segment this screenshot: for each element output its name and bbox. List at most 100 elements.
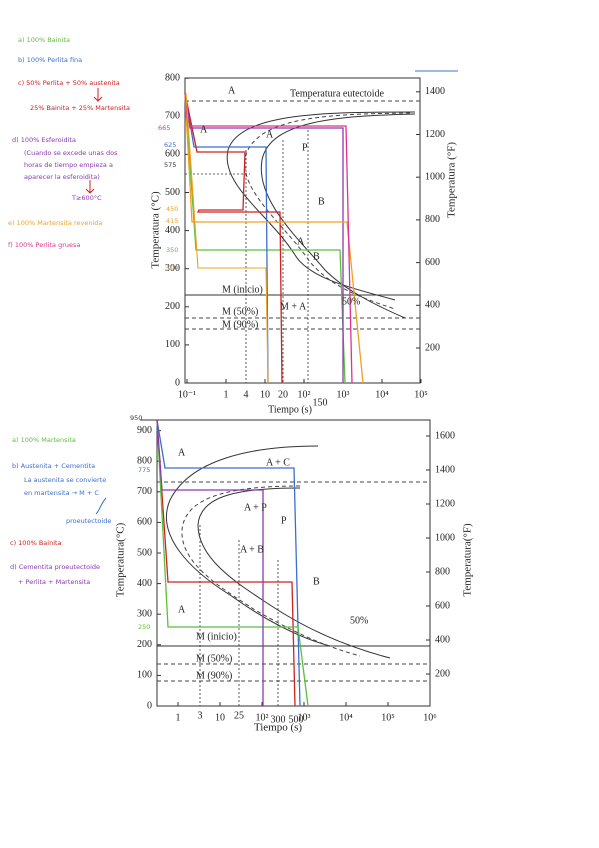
note: (Cuando se excede unas dos	[24, 149, 118, 157]
x-tick-label: 10⁶	[423, 712, 437, 723]
x-tick-label: 10⁴	[375, 389, 389, 400]
label: P	[302, 142, 308, 153]
label: A	[297, 236, 305, 247]
f-tick-label: 1000	[425, 171, 445, 182]
y-tick-label: 800	[137, 455, 152, 466]
temp-mark: 950	[130, 414, 142, 422]
x-tick-label: 10	[260, 389, 270, 400]
y-tick-label: 200	[165, 301, 180, 312]
label: 50%	[342, 296, 360, 307]
label: B	[318, 196, 325, 207]
note: proeutectoide	[66, 517, 111, 525]
x-tick-label: 10⁵	[414, 389, 428, 400]
time-mark: 20	[278, 389, 288, 400]
y-tick-label: 600	[165, 149, 180, 160]
temp-mark: 450	[166, 205, 178, 213]
x-tick-label: 10²	[298, 389, 311, 400]
note: c) 50% Perlita + 50% austenita	[18, 79, 120, 87]
label: B	[313, 576, 320, 587]
note: horas de tiempo empieza a	[24, 161, 113, 169]
time-mark: 25	[234, 710, 244, 721]
f-tick-label: 1400	[425, 86, 445, 97]
note: b) Austenita + Cementita	[12, 462, 95, 470]
x-tick-label: 1	[176, 712, 181, 723]
label: M (90%)	[222, 319, 258, 330]
x-tick-label: 10⁴	[339, 712, 353, 723]
time-mark: 3	[198, 710, 203, 721]
path-e	[184, 92, 364, 384]
temp-mark: 665	[158, 124, 170, 132]
plot-frame	[184, 77, 421, 384]
label: M (90%)	[196, 670, 232, 681]
y-tick-label: 500	[137, 547, 152, 558]
y-axis-label: Temperatura (°C)	[150, 191, 162, 269]
end-curve	[197, 487, 391, 659]
f-tick-label: 1400	[435, 464, 455, 475]
f-tick-label: 800	[435, 566, 450, 577]
x-tick-label: 10⁵	[381, 712, 395, 723]
note: a) 100% Martensita	[12, 436, 76, 444]
note: aparecer la esferoidita)	[24, 173, 100, 181]
diagram-2: 0 100 200 300 400 500 600 700 800 900 200 400 600 800…	[115, 414, 474, 734]
arrow	[85, 88, 103, 194]
y-tick-label: 700	[137, 486, 152, 497]
temp-mark: 625	[164, 141, 176, 149]
start-curve	[165, 445, 331, 647]
y-tick-label: 100	[165, 339, 180, 350]
notes-bottom: a) 100% Martensita b) Austenita + Cement…	[10, 436, 111, 586]
y-axis-label: Temperatura(°C)	[115, 522, 127, 597]
label: P	[281, 515, 287, 526]
note: en martensita → M + C	[24, 489, 99, 497]
path-d	[184, 92, 344, 383]
note: b) 100% Perlita fina	[18, 56, 82, 64]
f-tick-label: 600	[435, 600, 450, 611]
x-tick-label: 10²	[256, 712, 269, 723]
f-tick-label: 400	[425, 300, 440, 311]
label: M (50%)	[222, 306, 258, 317]
y-tick-label: 700	[165, 111, 180, 122]
label: M + A	[280, 301, 307, 312]
y-tick-label: 400	[137, 578, 152, 589]
time-mark: 4	[244, 389, 249, 400]
y-tick-label: 400	[165, 225, 180, 236]
x-tick-label: 10³	[337, 389, 350, 400]
label: 50%	[350, 615, 368, 626]
path-c	[184, 92, 283, 384]
x-tick-label: 1	[224, 389, 229, 400]
note: f) 100% Perlita gruesa	[8, 241, 80, 249]
label: A	[200, 124, 208, 135]
y-tick-label: 0	[147, 700, 152, 711]
diagram-1: 0 100 200 300 400 500 600 700 800 200 400 600 800 100…	[150, 70, 458, 415]
label: A	[228, 85, 236, 96]
path-a	[184, 92, 346, 384]
temp-mark: 575	[164, 161, 176, 169]
temp-mark: 300	[166, 264, 178, 272]
y-tick-label: 200	[137, 639, 152, 650]
y-tick-label: 100	[137, 670, 152, 681]
temp-mark: 415	[166, 217, 178, 225]
note: c) 100% Bainita	[10, 539, 62, 547]
x-tick-label: 10³	[298, 712, 311, 723]
note: La austenita se convierte	[24, 476, 106, 484]
x-tick-label: 10⁻¹	[178, 389, 196, 400]
temp-mark: 775	[138, 466, 150, 474]
f-tick-label: 1600	[435, 430, 455, 441]
note: T≥600°C	[71, 194, 102, 202]
time-mark: 500	[289, 714, 304, 725]
note: e) 100% Martensita revenida	[8, 219, 102, 227]
f-axis-label: Temperatura(°F)	[462, 523, 474, 597]
note: d) 100% Esferoidita	[12, 136, 76, 144]
f-tick-label: 800	[425, 214, 440, 225]
label: A + P	[244, 502, 267, 513]
y-tick-label: 900	[137, 425, 152, 436]
y-tick-label: 0	[175, 377, 180, 388]
x-tick-label: 10	[215, 712, 225, 723]
y-tick-label: 600	[137, 517, 152, 528]
label: A	[178, 604, 186, 615]
label: M (inicio)	[222, 284, 263, 295]
f-tick-label: 200	[425, 342, 440, 353]
notes-top: a) 100% Bainita b) 100% Perlita fina c) …	[8, 36, 130, 249]
temp-mark: 250	[138, 623, 150, 631]
label: M (inicio)	[196, 631, 237, 642]
